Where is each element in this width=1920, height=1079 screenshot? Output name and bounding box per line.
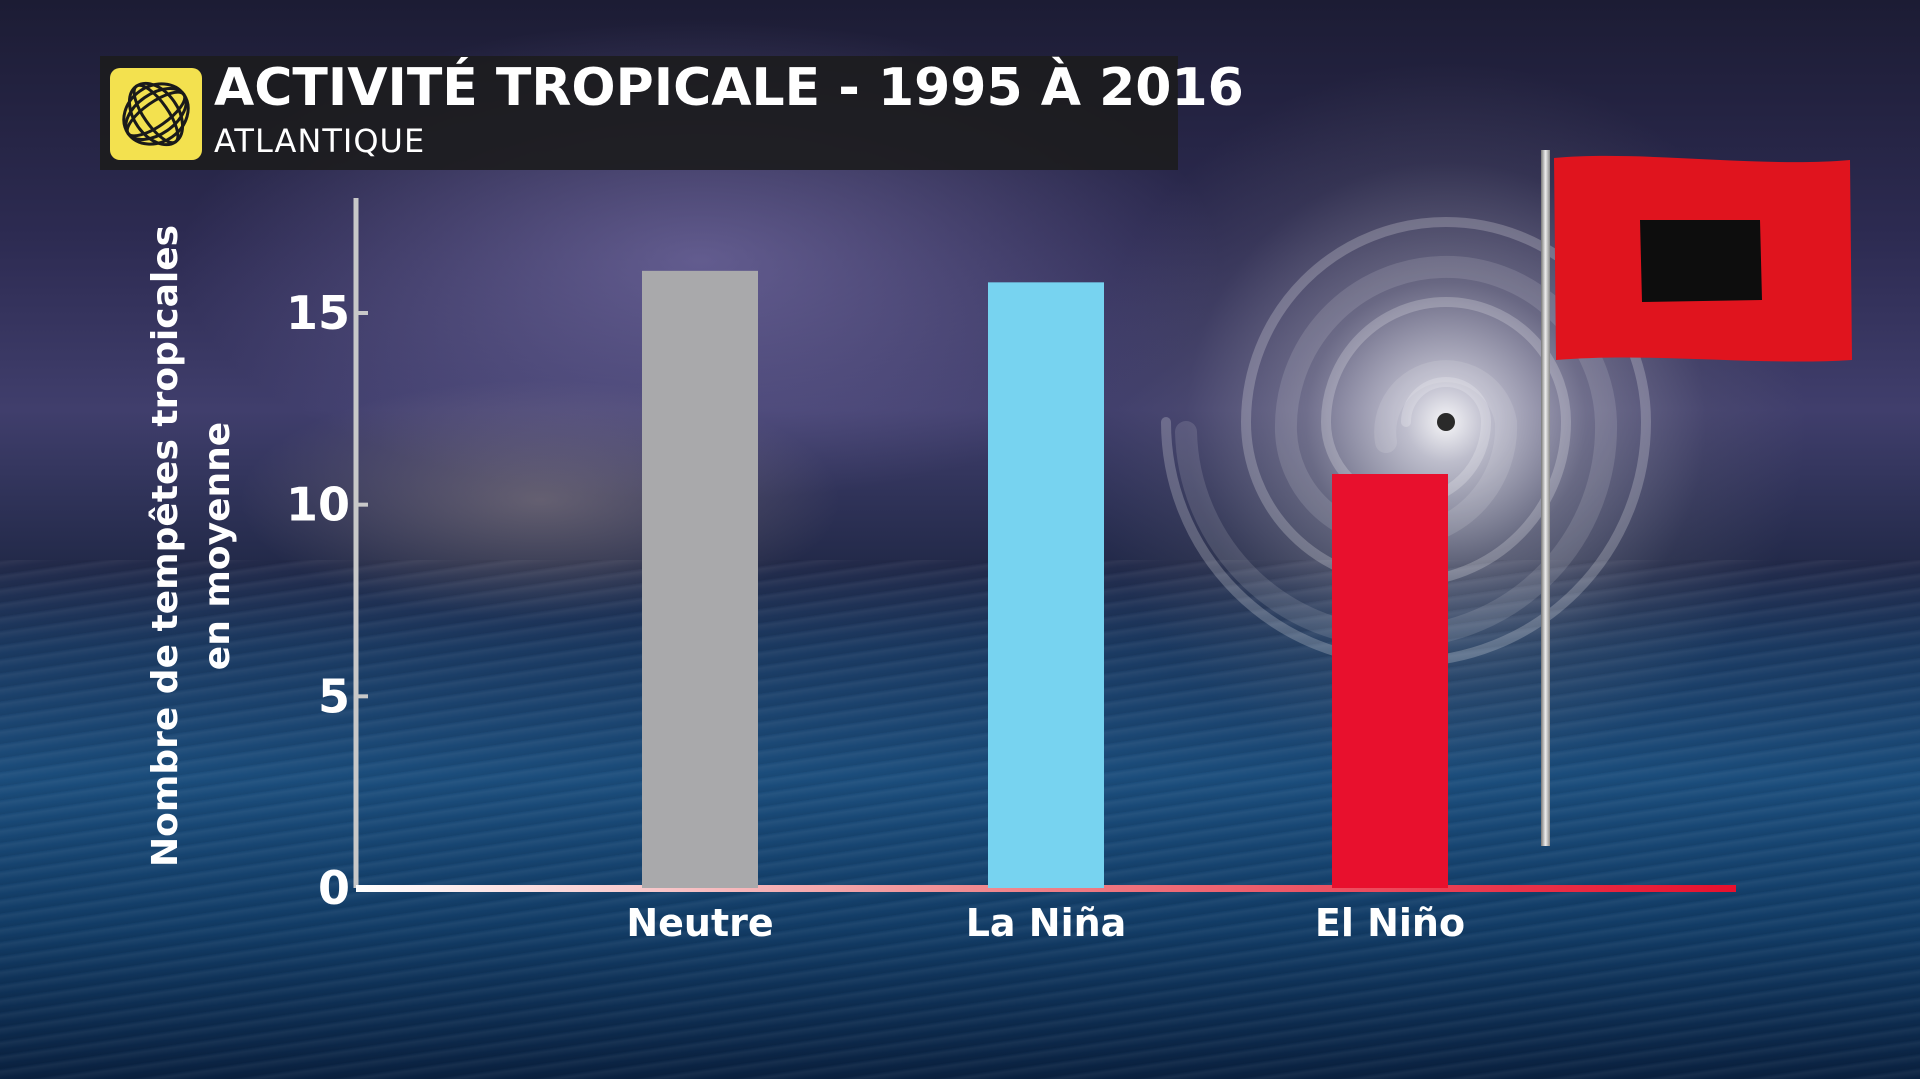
chart-subtitle: ATLANTIQUE <box>214 122 426 160</box>
x-axis-baseline <box>356 885 1736 892</box>
swirl-globe-icon <box>110 68 202 160</box>
chart-axes <box>353 198 1736 892</box>
chart-title: ACTIVITÉ TROPICALE - 1995 À 2016 <box>214 58 1244 118</box>
y-tick-label: 15 <box>286 286 350 340</box>
x-category-label: La Niña <box>966 901 1127 945</box>
bar <box>1332 474 1448 888</box>
bars-group <box>642 270 1448 888</box>
x-category-label: Neutre <box>626 901 773 945</box>
bar <box>642 270 758 888</box>
hurricane-warning-flag-icon <box>1541 150 1852 846</box>
title-banner <box>100 56 1178 170</box>
labels-group: 0 5 10 15 Neutre La Niña El Niño <box>286 286 1465 945</box>
y-tick-label: 5 <box>318 669 350 723</box>
y-tick-label: 10 <box>286 478 350 532</box>
x-category-label: El Niño <box>1315 901 1465 945</box>
bar <box>988 282 1104 888</box>
y-tick-label: 0 <box>318 861 350 915</box>
ocean-texture <box>0 560 1920 1079</box>
